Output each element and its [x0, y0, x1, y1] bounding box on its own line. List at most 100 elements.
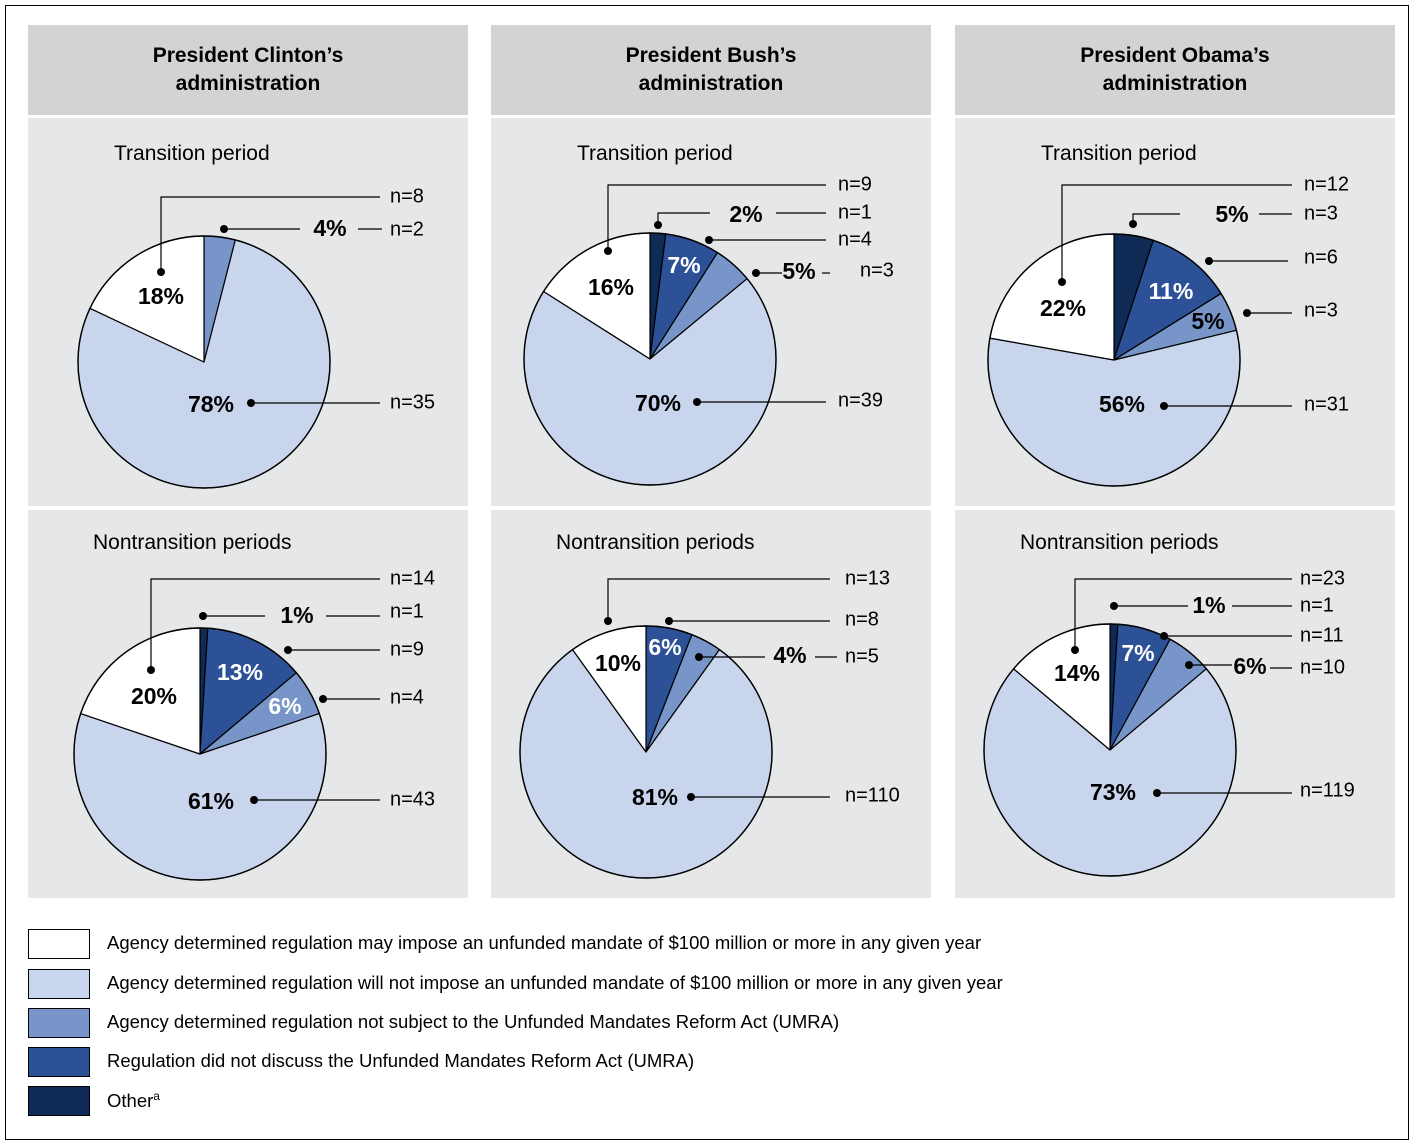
legend-label-text: Other — [107, 1090, 154, 1112]
legend-superscript: a — [153, 1089, 160, 1103]
slice-percent-label: 1% — [280, 602, 313, 628]
slice-percent-label: 61% — [188, 788, 234, 814]
panel-title-nontransition: Nontransition periods — [556, 531, 755, 554]
panel-title-transition: Transition period — [114, 142, 270, 165]
legend-item-not-subject: Agency determined regulation not subject… — [28, 1007, 839, 1039]
leader-dot — [220, 225, 228, 233]
slice-percent-label: 5% — [1191, 308, 1224, 334]
slice-percent-label: 22% — [1040, 295, 1086, 321]
slice-count-label: n=1 — [838, 201, 872, 223]
leader-line — [160, 196, 380, 272]
slice-percent-label: 6% — [1233, 653, 1266, 679]
slice-percent-label: 7% — [667, 252, 700, 278]
slice-count-label: n=1 — [1300, 594, 1334, 616]
column-header-obama: President Obama’s administration — [955, 25, 1395, 115]
slice-percent-label: 7% — [1121, 640, 1154, 666]
leader-dot — [1205, 257, 1213, 265]
legend-label: Othera — [107, 1089, 160, 1112]
legend-label: Regulation did not discuss the Unfunded … — [107, 1050, 695, 1071]
slice-percent-label: 14% — [1054, 660, 1100, 686]
legend-item-may-impose: Agency determined regulation may impose … — [28, 928, 981, 960]
slice-count-label: n=3 — [1304, 299, 1338, 321]
leader-dot — [1160, 402, 1168, 410]
pie-outline — [73, 627, 327, 881]
panel-title-nontransition: Nontransition periods — [1020, 531, 1219, 554]
slice-count-label: n=13 — [845, 567, 890, 589]
pie-outline — [519, 625, 773, 879]
slice-percent-label: 4% — [773, 642, 806, 668]
slice-percent-label: 1% — [1192, 592, 1225, 618]
slice-count-label: n=9 — [838, 173, 872, 195]
leader-dot — [1129, 220, 1137, 228]
slice-count-label: n=2 — [390, 218, 424, 240]
slice-count-label: n=10 — [1300, 656, 1345, 678]
slice-count-label: n=4 — [390, 686, 424, 708]
slice-count-label: n=35 — [390, 391, 435, 413]
slice-count-label: n=1 — [390, 600, 424, 622]
slice-count-label: n=8 — [390, 185, 424, 207]
slice-count-label: n=9 — [390, 638, 424, 660]
panel-title-transition: Transition period — [1041, 142, 1197, 165]
leader-line — [607, 184, 826, 251]
leader-dot — [1243, 309, 1251, 317]
leader-dot — [147, 666, 155, 674]
column-header-clinton: President Clinton’s administration — [28, 25, 468, 115]
leader-dot — [654, 221, 662, 229]
leader-dot — [604, 247, 612, 255]
legend-swatch — [28, 1008, 90, 1038]
slice-count-label: n=39 — [838, 389, 883, 411]
leader-line — [150, 578, 380, 670]
leader-dot — [604, 617, 612, 625]
leader-dot — [247, 399, 255, 407]
leader-dot — [199, 612, 207, 620]
leader-dot — [1110, 602, 1118, 610]
legend-label: Agency determined regulation will not im… — [107, 972, 1003, 993]
legend-item-other: Othera — [28, 1085, 160, 1117]
leader-dot — [687, 793, 695, 801]
slice-percent-label: 5% — [782, 258, 815, 284]
legend-swatch — [28, 969, 90, 999]
leader-dot — [752, 269, 760, 277]
leader-dot — [284, 646, 292, 654]
slice-count-label: n=3 — [860, 259, 894, 281]
slice-percent-label: 5% — [1215, 201, 1248, 227]
leader-line — [1074, 578, 1292, 650]
panel-title-transition: Transition period — [577, 142, 733, 165]
slice-percent-label: 70% — [635, 390, 681, 416]
legend-swatch — [28, 1086, 90, 1116]
panel-title-nontransition: Nontransition periods — [93, 531, 292, 554]
leader-dot — [695, 653, 703, 661]
slice-count-label: n=12 — [1304, 173, 1349, 195]
legend-item-will-not-impose: Agency determined regulation will not im… — [28, 968, 1003, 1000]
leader-dot — [1058, 278, 1066, 286]
leader-dot — [1160, 632, 1168, 640]
slice-percent-label: 6% — [268, 693, 301, 719]
leader-dot — [319, 695, 327, 703]
leader-dot — [1185, 661, 1193, 669]
slice-count-label: n=11 — [1300, 624, 1344, 646]
leader-dot — [665, 617, 673, 625]
leader-line — [657, 212, 710, 225]
leader-dot — [157, 268, 165, 276]
slice-count-label: n=110 — [845, 784, 900, 806]
leader-dot — [705, 236, 713, 244]
pie-outline — [983, 623, 1237, 877]
slice-percent-label: 81% — [632, 784, 678, 810]
slice-percent-label: 73% — [1090, 779, 1136, 805]
pie-outline — [987, 233, 1241, 487]
leader-dot — [1153, 789, 1161, 797]
slice-percent-label: 2% — [729, 201, 762, 227]
slice-count-label: n=14 — [390, 567, 435, 589]
slice-percent-label: 18% — [138, 283, 184, 309]
column-title: President Obama’s administration — [1080, 44, 1270, 95]
pie-outline — [77, 235, 331, 489]
leader-dot — [250, 796, 258, 804]
slice-count-label: n=8 — [845, 608, 879, 630]
leader-dot — [693, 398, 701, 406]
leader-line — [1061, 184, 1292, 282]
slice-percent-label: 13% — [217, 659, 263, 685]
slice-percent-label: 56% — [1099, 391, 1145, 417]
slice-count-label: n=6 — [1304, 246, 1338, 268]
legend-swatch — [28, 1047, 90, 1077]
slice-percent-label: 6% — [648, 634, 681, 660]
